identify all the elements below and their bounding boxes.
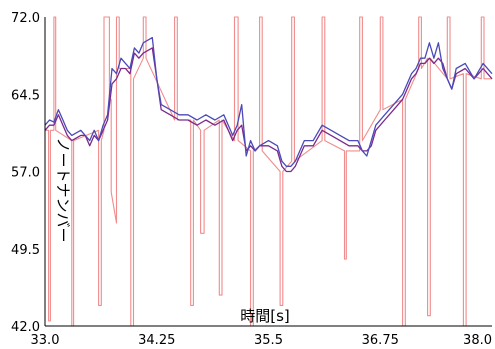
y-tick-label: 42.0 [11, 320, 40, 335]
series-layer [44, 16, 493, 327]
y-tick-label: 49.5 [11, 243, 40, 258]
x-tick-label: 36.75 [362, 333, 399, 348]
series-blue-line [44, 36, 493, 167]
x-tick-labels: 33.0 34.25 35.5 36.75 38.0 [31, 333, 492, 348]
y-tick-labels: 72.0 64.5 57.0 49.5 42.0 [11, 11, 40, 335]
y-tick-label: 64.5 [11, 88, 40, 103]
series-purple-line [44, 47, 493, 173]
y-tick-label: 72.0 [11, 11, 40, 26]
x-tick-label: 34.25 [138, 333, 175, 348]
x-axis-title: 時間[s] [240, 307, 290, 325]
x-tick-label: 38.0 [463, 333, 492, 348]
x-tick-label: 33.0 [31, 333, 60, 348]
series-pink-line [45, 16, 492, 327]
y-axis-title: ノートナンバー [54, 137, 72, 242]
y-tick-label: 57.0 [11, 166, 40, 181]
x-tick-label: 35.5 [254, 333, 283, 348]
